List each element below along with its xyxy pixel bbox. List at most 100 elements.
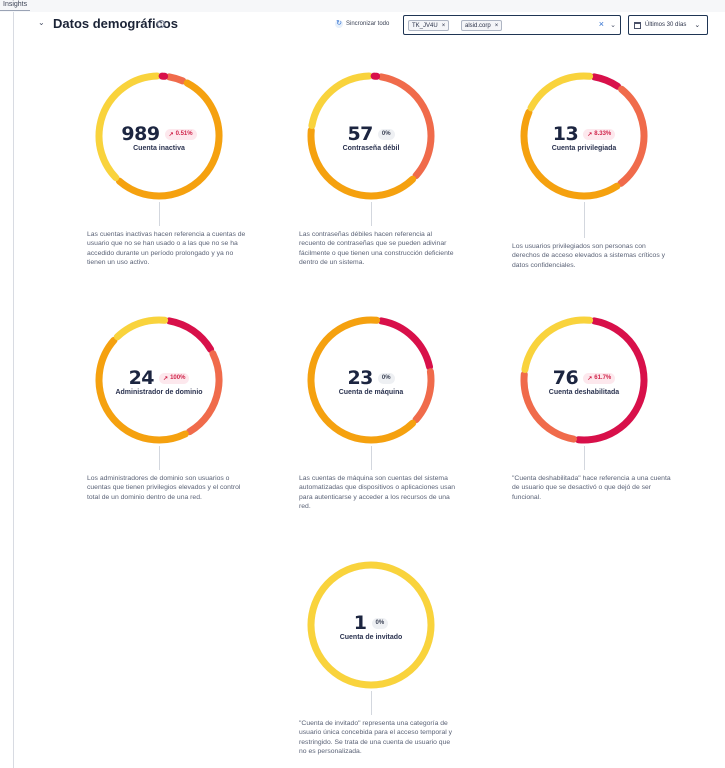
filter-chip[interactable]: alsid.corp × (461, 20, 503, 31)
donut-segment-orange[interactable] (90, 311, 228, 449)
trend-badge: ↗ 0.51% (164, 128, 197, 140)
connector-line (159, 201, 160, 226)
trend-badge: 0% (377, 372, 395, 384)
stat-description: "Cuenta de invitado" representa una cate… (299, 719, 453, 756)
stat-block: 24 ↗ 100% Administrador de dominio (84, 367, 234, 396)
sync-icon: ↻ (335, 20, 343, 28)
info-icon[interactable]: i (157, 20, 165, 28)
donut-segment-yellow[interactable] (90, 67, 228, 205)
stat-description: Las cuentas de máquina son cuentas del s… (299, 474, 456, 511)
trend-value: 0% (375, 620, 385, 626)
donut-chart (302, 67, 440, 205)
donut-segment-orange[interactable] (302, 311, 440, 449)
trend-badge: ↗ 8.33% (583, 128, 616, 140)
filter-select[interactable]: TK_JV4U × alsid.corp × × ⌄ (403, 15, 621, 35)
stat-value-row: 23 0% (296, 367, 446, 389)
stat-value: 989 (121, 123, 160, 145)
stat-value: 57 (347, 123, 373, 145)
sync-all-button[interactable]: ↻ Sincronizar todo (335, 18, 389, 30)
connector-line (159, 445, 160, 470)
stat-block: 57 0% Contraseña débil (296, 123, 446, 152)
stat-label: Cuenta privilegiada (551, 145, 617, 152)
donut-segment-coral[interactable] (515, 311, 653, 449)
donut-segment-red[interactable] (515, 67, 653, 205)
stat-value: 13 (552, 123, 579, 145)
calendar-icon (634, 21, 641, 29)
tab-insights[interactable]: Insights (3, 1, 28, 8)
donut-segment-yellow[interactable] (515, 311, 653, 449)
stat-block: 989 ↗ 0.51% Cuenta inactiva (84, 123, 234, 152)
filter-chip-label: alsid.corp (465, 22, 491, 29)
stat-value: 24 (128, 367, 155, 389)
trend-badge: ↗ 100% (159, 372, 190, 384)
donut-segment-red[interactable] (90, 311, 228, 449)
trend-up-icon: ↗ (587, 375, 593, 382)
donut-segment-yellow[interactable] (302, 556, 440, 694)
donut-chart (515, 67, 653, 205)
donut-segment-yellow[interactable] (302, 67, 440, 205)
trend-value: 8.33% (594, 131, 612, 137)
stat-value: 23 (347, 367, 373, 389)
close-icon[interactable]: × (441, 22, 446, 29)
stat-value-row: 989 ↗ 0.51% (84, 123, 234, 145)
connector-line (584, 445, 585, 470)
clear-icon[interactable]: × (598, 19, 604, 29)
page-title: Datos demográficos (53, 16, 178, 31)
trend-up-icon: ↗ (163, 375, 169, 382)
stat-block: 23 0% Cuenta de máquina (296, 367, 446, 396)
trend-badge: 0% (371, 617, 389, 629)
donut-segment-coral[interactable] (90, 311, 228, 449)
filter-chip-label: TK_JV4U (412, 22, 438, 29)
donut-segment-coral[interactable] (302, 67, 440, 205)
chevron-down-icon[interactable]: ⌄ (38, 18, 45, 27)
stat-label: Cuenta de máquina (338, 389, 404, 396)
section-guide-line (13, 12, 14, 768)
filter-chip[interactable]: TK_JV4U × (408, 20, 450, 31)
connector-line (584, 201, 585, 238)
stat-label: Contraseña débil (342, 145, 400, 152)
stat-block: 76 ↗ 61.7% Cuenta deshabilitada (509, 367, 659, 396)
donut-segment-red[interactable] (515, 311, 653, 449)
stat-value-row: 57 0% (296, 123, 446, 145)
trend-up-icon: ↗ (168, 131, 174, 138)
donut-segment-coral[interactable] (90, 67, 228, 205)
stat-description: Los usuarios privilegiados son personas … (512, 242, 666, 269)
stat-description: "Cuenta deshabilitada" hace referencia a… (512, 474, 671, 501)
trend-value: 61.7% (594, 375, 612, 381)
tab-indicator (0, 10, 30, 11)
stat-label: Administrador de dominio (115, 389, 203, 396)
donut-chart (515, 311, 653, 449)
stat-block: 13 ↗ 8.33% Cuenta privilegiada (509, 123, 659, 152)
close-icon[interactable]: × (494, 22, 499, 29)
stat-value-row: 13 ↗ 8.33% (509, 123, 659, 145)
stat-value: 1 (353, 612, 367, 634)
donut-segment-orange[interactable] (302, 67, 440, 205)
donut-segment-coral[interactable] (515, 67, 653, 205)
donut-segment-orange[interactable] (515, 67, 653, 205)
date-range-button[interactable]: Últimos 30 días ⌄ (628, 15, 708, 35)
stat-value-row: 24 ↗ 100% (84, 367, 234, 389)
stat-block: 1 0% Cuenta de invitado (296, 612, 446, 641)
donut-segment-coral[interactable] (302, 311, 440, 449)
stat-label: Cuenta inactiva (133, 145, 185, 152)
donut-chart (302, 556, 440, 694)
trend-badge: 0% (377, 128, 395, 140)
stat-label: Cuenta de invitado (339, 634, 403, 641)
trend-value: 100% (170, 375, 186, 381)
stat-description: Los administradores de dominio son usuar… (87, 474, 241, 501)
trend-value: 0% (381, 375, 391, 381)
connector-line (371, 445, 372, 470)
donut-segment-red[interactable] (302, 311, 440, 449)
connector-line (371, 690, 372, 715)
date-range-label: Últimos 30 días (645, 22, 687, 28)
donut-segment-orange[interactable] (90, 67, 228, 205)
trend-value: 0% (381, 131, 391, 137)
stat-value-row: 1 0% (296, 612, 446, 634)
chevron-down-icon[interactable]: ⌄ (610, 22, 616, 29)
connector-line (371, 201, 372, 226)
trend-badge: ↗ 61.7% (583, 372, 616, 384)
stat-description: Las cuentas inactivas hacen referencia a… (87, 230, 246, 267)
donut-chart (90, 67, 228, 205)
donut-chart (302, 311, 440, 449)
stat-description: Las contraseñas débiles hacen referencia… (299, 230, 454, 267)
